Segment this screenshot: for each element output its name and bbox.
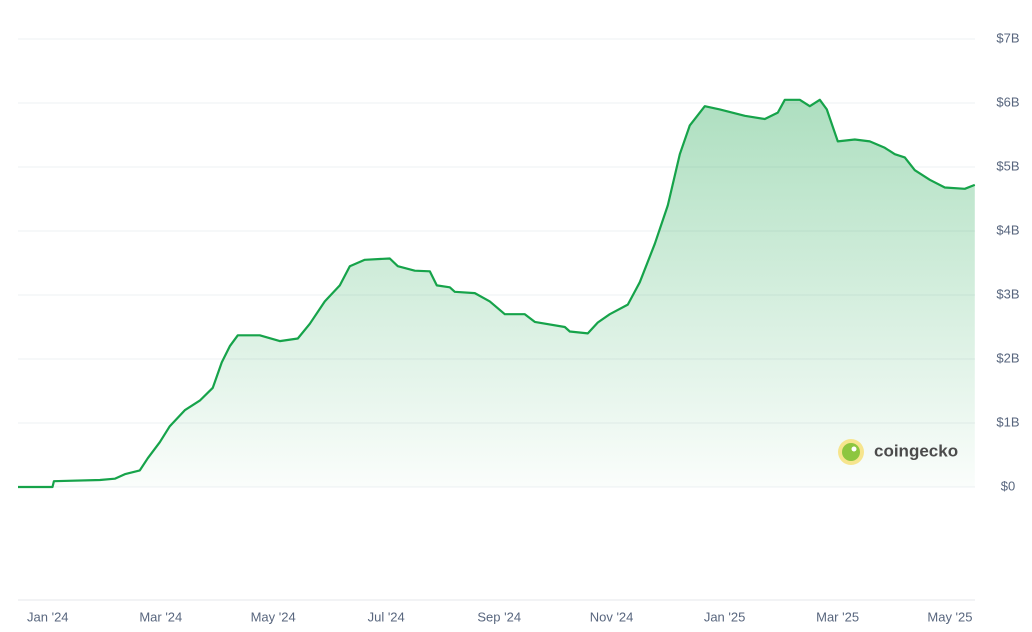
- x-tick-label: May '25: [927, 609, 972, 624]
- x-tick-label: Sep '24: [477, 609, 521, 624]
- x-tick-label: Mar '25: [816, 609, 859, 624]
- x-tick-label: May '24: [251, 609, 296, 624]
- watermark: coingecko: [838, 439, 958, 465]
- x-tick-label: Jan '24: [27, 609, 69, 624]
- y-tick-label: $4B: [996, 222, 1019, 237]
- y-tick-label: $3B: [996, 286, 1019, 301]
- y-tick-label: $0: [1001, 478, 1015, 493]
- y-tick-label: $2B: [996, 350, 1019, 365]
- y-tick-label: $5B: [996, 158, 1019, 173]
- logo-eye: [851, 446, 857, 452]
- y-tick-label: $1B: [996, 414, 1019, 429]
- x-tick-label: Mar '24: [139, 609, 182, 624]
- x-tick-label: Jul '24: [368, 609, 405, 624]
- y-tick-label: $7B: [996, 30, 1019, 45]
- line: [18, 98, 976, 489]
- area-fill: [18, 99, 975, 488]
- x-tick-label: Nov '24: [590, 609, 634, 624]
- y-tick-label: $6B: [996, 94, 1019, 109]
- watermark-text: coingecko: [874, 441, 958, 460]
- x-tick-label: Jan '25: [704, 609, 746, 624]
- logo-inner: [842, 443, 860, 461]
